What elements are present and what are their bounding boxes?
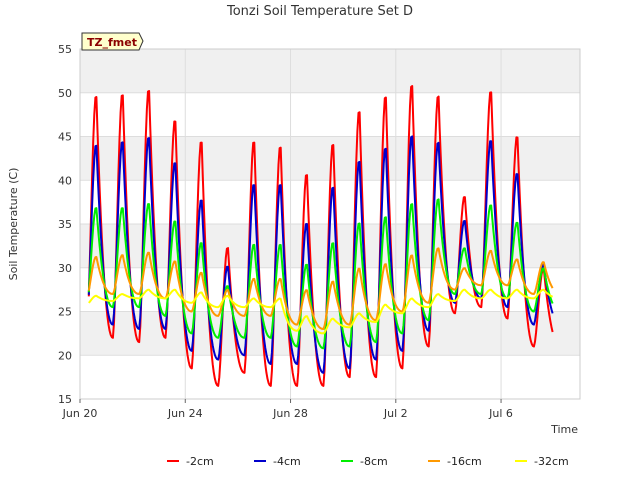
plot-frame [79, 48, 581, 400]
y-tick-label: 25 [58, 306, 72, 319]
x-tick-label: Jul 2 [383, 407, 408, 420]
series-line-2cmcm [87, 85, 554, 387]
y-tick-label: 20 [58, 349, 72, 362]
y-tick-label: 50 [58, 87, 72, 100]
site-tag-box [81, 32, 144, 51]
x-tick-label: Jun 28 [272, 407, 308, 420]
series-line-32cmcm [88, 288, 554, 335]
x-tick-label: Jun 20 [62, 407, 98, 420]
series-layer [87, 85, 554, 387]
y-axis-label: Soil Temperature (C) [7, 168, 20, 281]
series-line-8cmcm [87, 198, 554, 350]
y-tick-label: 45 [58, 131, 72, 144]
legend-label: -32cm [534, 455, 569, 468]
site-tag-label: TZ_fmet [87, 36, 137, 49]
x-axis-ticks: Jun 20 Jun 24 Jun 28 Jul 2 Jul 6 [62, 399, 513, 420]
y-axis-ticks: 15 20 25 30 35 40 45 50 55 [58, 43, 72, 406]
y-tick-label: 40 [58, 174, 72, 187]
legend: -2cm -4cm -8cm -16cm -32cm [167, 455, 569, 468]
y-tick-label: 55 [58, 43, 72, 56]
x-axis-label: Time [550, 423, 578, 436]
x-tick-label: Jun 24 [167, 407, 203, 420]
y-tick-label: 15 [58, 393, 72, 406]
legend-label: -8cm [360, 455, 388, 468]
site-tag: TZ_fmet [81, 32, 144, 51]
x-tick-label: Jul 6 [488, 407, 513, 420]
chart-title: Tonzi Soil Temperature Set D [226, 4, 413, 19]
y-tick-label: 35 [58, 218, 72, 231]
plot-band [80, 311, 580, 356]
legend-label: -16cm [447, 455, 482, 468]
legend-label: -2cm [186, 455, 214, 468]
plot-band [80, 49, 580, 93]
legend-label: -4cm [273, 455, 301, 468]
y-tick-label: 30 [58, 262, 72, 275]
